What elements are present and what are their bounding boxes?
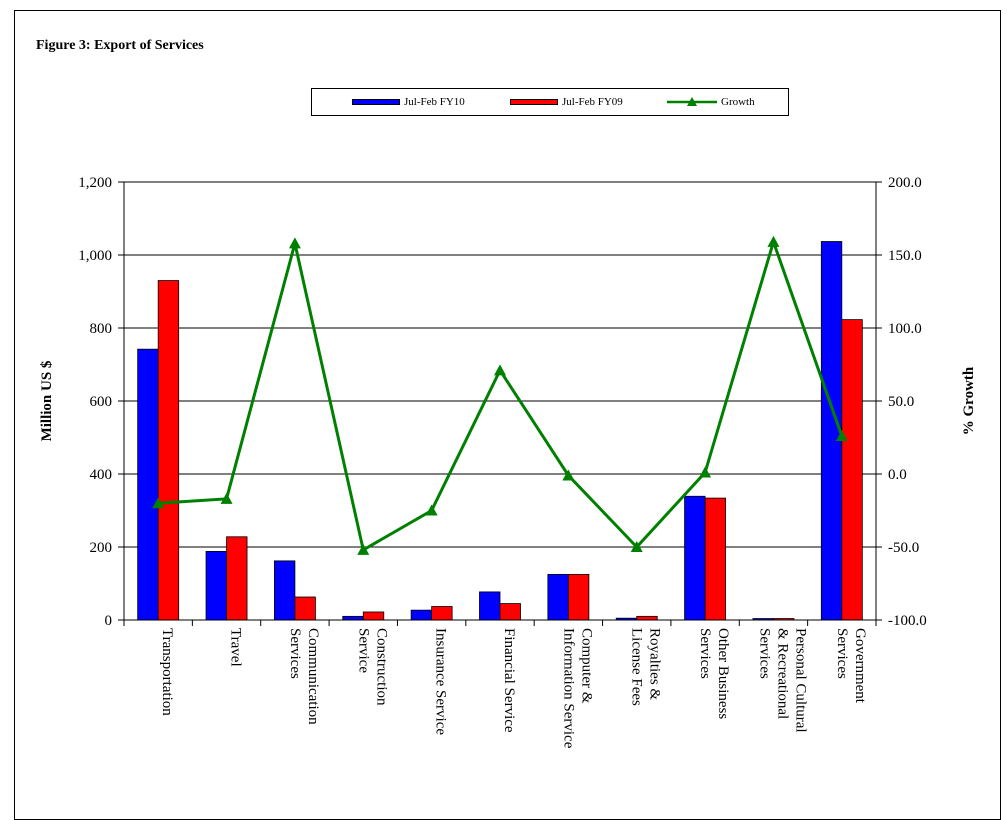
y-tick-label-right: 100.0: [888, 321, 922, 337]
x-category-label: Financial Service: [501, 628, 517, 733]
growth-point: [562, 469, 575, 481]
bar-fy10: [205, 550, 227, 621]
bar-fy09: [636, 615, 658, 621]
bar-fy10: [479, 591, 501, 621]
y-tick-label-right: 0.0: [888, 467, 907, 483]
growth-point: [630, 541, 643, 552]
figure-title: Figure 3: Export of Services: [36, 38, 204, 53]
legend-item-growth: Growth: [667, 89, 755, 115]
y-tick-label-left: 600: [90, 394, 113, 410]
y-tick-label-right: -100.0: [888, 613, 927, 629]
y-tick-label-right: 150.0: [888, 248, 922, 264]
growth-point: [288, 237, 301, 249]
y-axis-title-right: % Growth: [961, 366, 977, 435]
bar-fy09: [841, 319, 863, 621]
bar-fy09: [157, 280, 180, 621]
legend-item-fy10: Jul-Feb FY10: [352, 89, 465, 115]
growth-point: [699, 466, 712, 478]
bar-fy10: [410, 609, 433, 621]
legend-swatch-fy09: [510, 99, 558, 105]
growth-point: [767, 235, 780, 247]
bar-fy10: [137, 348, 159, 621]
bar-fy09: [362, 611, 385, 621]
y-tick-label-right: 50.0: [888, 394, 914, 410]
y-tick-label-left: 1,200: [78, 175, 112, 191]
x-category-label: Information Service: [560, 628, 576, 749]
growth-line: [158, 236, 844, 553]
y-tick-label-right: -50.0: [888, 540, 919, 556]
bar-fy09: [567, 573, 590, 621]
x-category-label: Government: [852, 628, 868, 704]
growth-point: [425, 504, 438, 516]
x-category-label: Other Business: [715, 628, 731, 719]
x-category-label: & Recreational: [774, 628, 790, 719]
x-category-label: Services: [834, 628, 850, 679]
x-category-label: Computer &: [578, 628, 594, 704]
x-category-label: Personal Cultural: [792, 628, 808, 733]
legend-swatch-growth: [667, 97, 717, 106]
y-tick-label-left: 400: [90, 467, 113, 483]
legend: Jul-Feb FY10 Jul-Feb FY09 Growth: [311, 88, 789, 116]
bar-fy10: [684, 495, 706, 621]
legend-label-fy09: Jul-Feb FY09: [562, 96, 623, 108]
x-category-label: Communication: [305, 628, 321, 725]
x-category-label: Transportation: [159, 628, 175, 716]
x-category-label: Service: [355, 628, 371, 673]
bar-fy09: [704, 497, 726, 621]
legend-label-growth: Growth: [721, 96, 755, 108]
bar-fy09: [431, 606, 453, 621]
bar-fy10: [342, 615, 364, 621]
bar-fy10: [273, 560, 296, 621]
x-category-label: Services: [756, 628, 772, 679]
bar-fy09: [226, 536, 248, 621]
bar-fy10: [547, 573, 569, 621]
bar-fy09: [499, 603, 521, 621]
y-tick-label-right: 200.0: [888, 175, 922, 191]
y-tick-label-left: 200: [90, 540, 113, 556]
legend-item-fy09: Jul-Feb FY09: [510, 89, 623, 115]
x-category-label: Royalties &: [647, 628, 663, 700]
x-category-label: License Fees: [629, 628, 645, 706]
bar-fy09: [294, 596, 316, 621]
x-category-label: Travel: [228, 628, 244, 667]
y-tick-label-left: 0: [105, 613, 113, 629]
growth-point: [494, 364, 506, 376]
x-category-label: Construction: [373, 628, 389, 706]
y-axis-title-left: Million US $: [39, 360, 55, 441]
x-category-label: Insurance Service: [433, 628, 449, 735]
y-tick-label-left: 800: [90, 321, 113, 337]
growth-point: [152, 497, 165, 509]
growth-point: [220, 492, 233, 504]
legend-label-fy10: Jul-Feb FY10: [404, 96, 465, 108]
y-tick-label-left: 1,000: [78, 248, 112, 264]
growth-point: [357, 543, 370, 555]
legend-swatch-fy10: [352, 99, 400, 105]
x-category-label: Services: [697, 628, 713, 679]
growth-point: [835, 430, 848, 442]
x-category-label: Services: [287, 628, 303, 679]
